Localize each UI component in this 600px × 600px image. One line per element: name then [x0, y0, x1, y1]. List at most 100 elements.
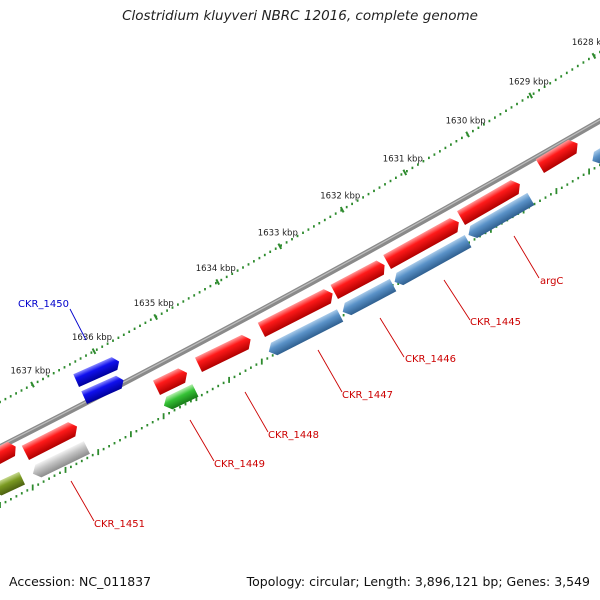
gene-label-ckr-1448[interactable]: CKR_1448 [268, 430, 319, 441]
scale-major-tick [91, 348, 97, 355]
gene-arrow-blue[interactable] [73, 355, 122, 387]
scale-minor-dot [128, 330, 131, 333]
scale-minor-dot [112, 339, 114, 342]
scale-major-tick [402, 169, 408, 176]
scale-major-tick [30, 381, 35, 388]
inner-scale-dot [146, 424, 149, 427]
gene-arrow-red[interactable] [535, 137, 582, 173]
scale-minor-dot [253, 260, 255, 263]
scale-minor-dot [345, 205, 348, 209]
gene-label-ckr-1450[interactable]: CKR_1450 [18, 299, 69, 310]
inner-scale-dot [211, 387, 214, 391]
scale-minor-dot [177, 303, 179, 306]
scale-tick-label: 1634 kbp [196, 264, 236, 274]
gene-arrow-steel[interactable] [266, 309, 344, 358]
scale-minor-dot [461, 136, 463, 140]
inner-scale-dot [130, 431, 132, 438]
gene-arrow-steel[interactable] [465, 192, 535, 241]
scale-minor-dot [351, 202, 353, 206]
scale-minor-dot [258, 256, 261, 260]
scale-minor-dot [521, 99, 524, 102]
inner-scale-dot [190, 400, 192, 403]
gene-label-ckr-1446[interactable]: CKR_1446 [405, 354, 456, 365]
gene-arrow-red[interactable] [21, 419, 81, 460]
scale-minor-dot [0, 400, 1, 404]
gene-arrow-red[interactable] [194, 332, 254, 372]
inner-scale-dot [566, 183, 569, 186]
inner-scale-dot [59, 471, 61, 474]
gene-label-argc[interactable]: argC [540, 276, 563, 287]
scale-tick-label: 1628 kbp [572, 38, 600, 48]
inner-scale-dot [151, 421, 154, 424]
scale-minor-dot [198, 291, 201, 294]
gene-arrow-gray[interactable] [30, 441, 90, 480]
scale-major-tick [215, 278, 220, 286]
gene-label-ckr-1445[interactable]: CKR_1445 [470, 317, 521, 328]
scale-minor-dot [488, 119, 491, 123]
scale-minor-dot [79, 357, 82, 360]
scale-minor-dot [571, 68, 574, 71]
scale-minor-dot [9, 395, 12, 398]
scale-major-tick [465, 131, 470, 138]
gene-label-ckr-1447[interactable]: CKR_1447 [342, 390, 393, 401]
gene-arrow-red[interactable] [152, 366, 191, 395]
scale-minor-dot [417, 163, 419, 166]
gene-arrow-red[interactable] [383, 215, 462, 269]
scale-minor-dot [362, 196, 364, 199]
scale-minor-dot [510, 106, 513, 109]
scale-minor-dot [505, 109, 507, 112]
inner-scale-dot [140, 427, 143, 430]
scale-minor-dot [182, 300, 185, 303]
gene-label-ckr-1449[interactable]: CKR_1449 [214, 459, 265, 470]
inner-scale-dot [342, 314, 345, 317]
scale-minor-dot [90, 351, 93, 354]
leader-line [244, 391, 269, 433]
scale-minor-dot [193, 294, 196, 297]
scale-tick-label: 1637 kbp [11, 367, 51, 377]
scale-minor-dot [318, 222, 321, 225]
leader-line [189, 419, 215, 462]
inner-scale-dot [75, 462, 78, 466]
inner-scale-dot [4, 500, 7, 504]
scale-minor-dot [494, 116, 496, 119]
gene-arrow-green[interactable] [161, 384, 199, 412]
gene-arrow-red[interactable] [330, 258, 388, 299]
scale-minor-dot [411, 166, 414, 170]
scale-minor-dot [42, 377, 44, 381]
gene-arrow-steel[interactable] [589, 144, 600, 167]
scale-minor-dot [477, 126, 480, 129]
scale-minor-dot [52, 372, 55, 375]
inner-scale-dot [64, 466, 67, 473]
leader-line [379, 317, 405, 358]
genome-summary-label: Topology: circular; Length: 3,896,121 bp… [246, 574, 590, 589]
gene-arrow-olive[interactable] [0, 471, 26, 498]
gene-label-ckr-1451[interactable]: CKR_1451 [94, 519, 145, 530]
outer-blue-genes [73, 355, 126, 404]
scale-tick-label: 1636 kbp [72, 333, 112, 343]
scale-minor-dot [85, 354, 87, 357]
inner-scale-dot [124, 436, 127, 439]
scale-minor-dot [74, 360, 77, 363]
gene-arrow-red[interactable] [257, 286, 337, 337]
gene-arrow-steel[interactable] [391, 235, 472, 288]
scale-minor-dot [334, 212, 337, 215]
gene-arrow-red[interactable] [457, 177, 524, 225]
inner-scale-dot [560, 186, 563, 189]
scale-major-tick [277, 243, 283, 250]
scale-minor-dot [302, 231, 304, 234]
scale-minor-dot [95, 348, 98, 351]
inner-scale-dot [228, 376, 230, 383]
inner-scale-dot [593, 167, 596, 170]
gene-arrow-blue[interactable] [81, 374, 126, 404]
scale-minor-dot [516, 102, 518, 106]
scale-minor-dot [560, 75, 563, 78]
inner-scale-dot [119, 439, 121, 442]
scale-major-tick [528, 92, 533, 99]
inner-scale-dot [588, 168, 590, 175]
inner-scale-dot [200, 393, 203, 397]
gene-arrow-steel[interactable] [339, 278, 397, 318]
scale-minor-dot [25, 386, 28, 389]
inner-scale-dot [222, 381, 225, 385]
gene-arrow-red[interactable] [0, 440, 19, 464]
inner-scale-dot [577, 176, 580, 180]
